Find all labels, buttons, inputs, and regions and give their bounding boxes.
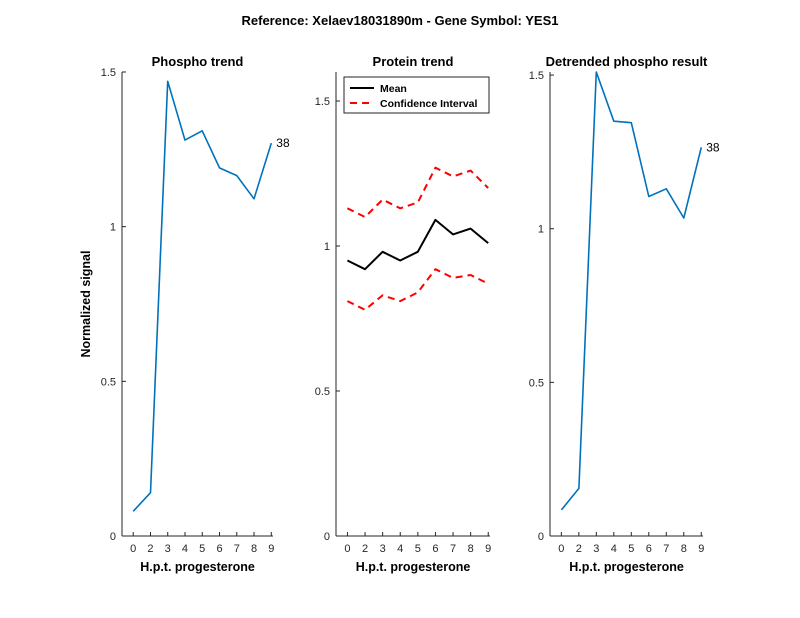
panel-title: Detrended phospho result: [546, 54, 708, 69]
panel-title: Protein trend: [373, 54, 454, 69]
x-tick-label: 9: [268, 543, 274, 555]
panel-title: Phospho trend: [152, 54, 244, 69]
x-tick-label: 3: [380, 543, 386, 555]
confidence-interval-line: [346, 166, 489, 218]
y-tick-label: 1: [324, 241, 330, 253]
x-tick-label: 4: [182, 543, 188, 555]
x-tick-label: 0: [558, 543, 564, 555]
end-point-label: 38: [276, 136, 290, 150]
x-tick-label: 9: [698, 543, 704, 555]
legend-box: [343, 76, 490, 114]
y-tick-label: 0: [110, 531, 116, 543]
y-tick-label: 0: [324, 531, 330, 543]
x-tick-label: 7: [663, 543, 669, 555]
legend: Mean Confidence Interval: [343, 76, 490, 114]
x-tick-label: 7: [234, 543, 240, 555]
x-tick-label: 3: [593, 543, 599, 555]
x-tick-label: 3: [165, 543, 171, 555]
x-axis-label: H.p.t. progesterone: [140, 560, 255, 574]
x-tick-label: 2: [576, 543, 582, 555]
phospho-series-line: [132, 80, 273, 512]
x-tick-label: 9: [485, 543, 491, 555]
phospho-series-line: [560, 71, 703, 511]
x-tick-label: 2: [147, 543, 153, 555]
y-tick-label: 0: [538, 531, 544, 543]
y-tick-label: 0.5: [101, 376, 116, 388]
x-axis-label: H.p.t. progesterone: [569, 560, 684, 574]
x-tick-label: 5: [628, 543, 634, 555]
x-tick-label: 7: [450, 543, 456, 555]
x-tick-label: 6: [646, 543, 652, 555]
end-point-label: 38: [706, 140, 720, 154]
x-tick-label: 8: [251, 543, 257, 555]
x-tick-label: 5: [415, 543, 421, 555]
x-tick-label: 6: [216, 543, 222, 555]
x-tick-label: 8: [468, 543, 474, 555]
x-tick-label: 8: [681, 543, 687, 555]
y-axis-label: Normalized signal: [79, 251, 93, 358]
x-tick-label: 2: [362, 543, 368, 555]
confidence-interval-line: [346, 268, 489, 311]
legend-label: Confidence Interval: [380, 98, 478, 110]
x-tick-label: 0: [344, 543, 350, 555]
legend-label: Mean: [380, 83, 407, 95]
y-tick-label: 1.5: [101, 67, 116, 79]
y-tick-label: 1: [538, 224, 544, 236]
y-tick-label: 0.5: [315, 386, 330, 398]
x-tick-label: 4: [397, 543, 403, 555]
y-tick-label: 1.5: [529, 70, 544, 82]
x-tick-label: 5: [199, 543, 205, 555]
x-tick-label: 0: [130, 543, 136, 555]
mean-series-line: [346, 218, 489, 271]
y-tick-label: 1: [110, 222, 116, 234]
x-tick-label: 6: [432, 543, 438, 555]
x-tick-label: 4: [611, 543, 617, 555]
y-tick-label: 1.5: [315, 96, 330, 108]
y-tick-label: 0.5: [529, 377, 544, 389]
figure-suptitle: Reference: Xelaev18031890m - Gene Symbol…: [242, 13, 559, 28]
x-axis-label: H.p.t. progesterone: [356, 560, 471, 574]
